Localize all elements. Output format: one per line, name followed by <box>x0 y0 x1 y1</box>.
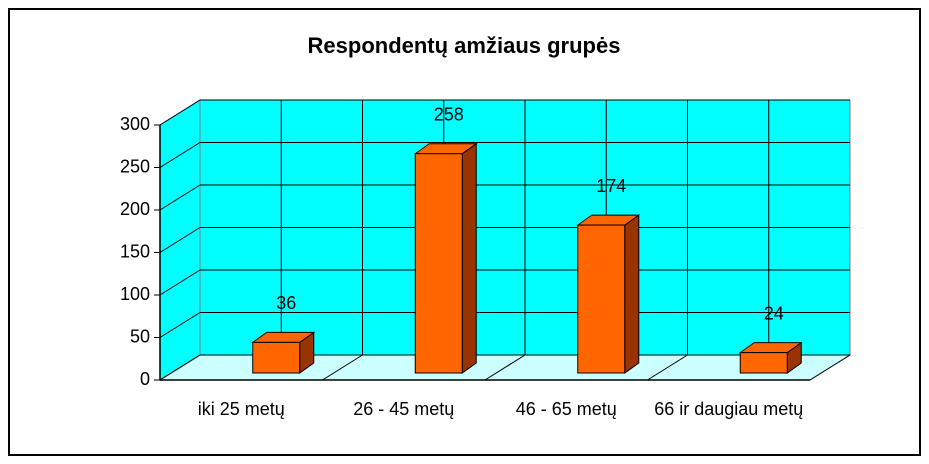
grid-line <box>159 312 201 338</box>
bar-side <box>461 142 477 374</box>
floor-divider <box>647 354 688 381</box>
y-tick-label: 200 <box>120 199 150 219</box>
y-tick-label: 250 <box>120 156 150 176</box>
y-tick-label: 150 <box>120 241 150 261</box>
y-tick-label: 50 <box>130 326 150 346</box>
bar <box>252 341 301 374</box>
grid-line <box>159 354 201 381</box>
floor-divider <box>484 354 526 381</box>
data-label: 36 <box>276 293 296 313</box>
floor-divider <box>809 354 851 381</box>
x-tick-label: 46 - 65 metų <box>515 399 617 419</box>
y-tick-label: 300 <box>120 114 150 134</box>
data-label: 24 <box>764 303 784 323</box>
x-tick-label: iki 25 metų <box>197 399 285 419</box>
data-label: 174 <box>596 176 626 196</box>
bar-side <box>624 214 640 374</box>
x-tick-label: 66 ir daugiau metų <box>654 399 804 419</box>
floor-divider <box>322 354 363 381</box>
grid-line <box>159 269 201 296</box>
grid-line <box>159 227 201 253</box>
bar <box>577 224 626 374</box>
data-label: 258 <box>434 104 464 124</box>
chart-title: Respondentų amžiaus grupės <box>308 33 621 58</box>
x-tick-label: 26 - 45 metų <box>353 399 455 419</box>
bar <box>414 153 463 374</box>
grid-line <box>159 184 201 211</box>
grid-line <box>159 142 201 168</box>
y-tick-label: 100 <box>120 284 150 304</box>
bar <box>739 352 788 374</box>
grid-line <box>159 99 201 126</box>
y-tick-label: 0 <box>140 369 150 389</box>
